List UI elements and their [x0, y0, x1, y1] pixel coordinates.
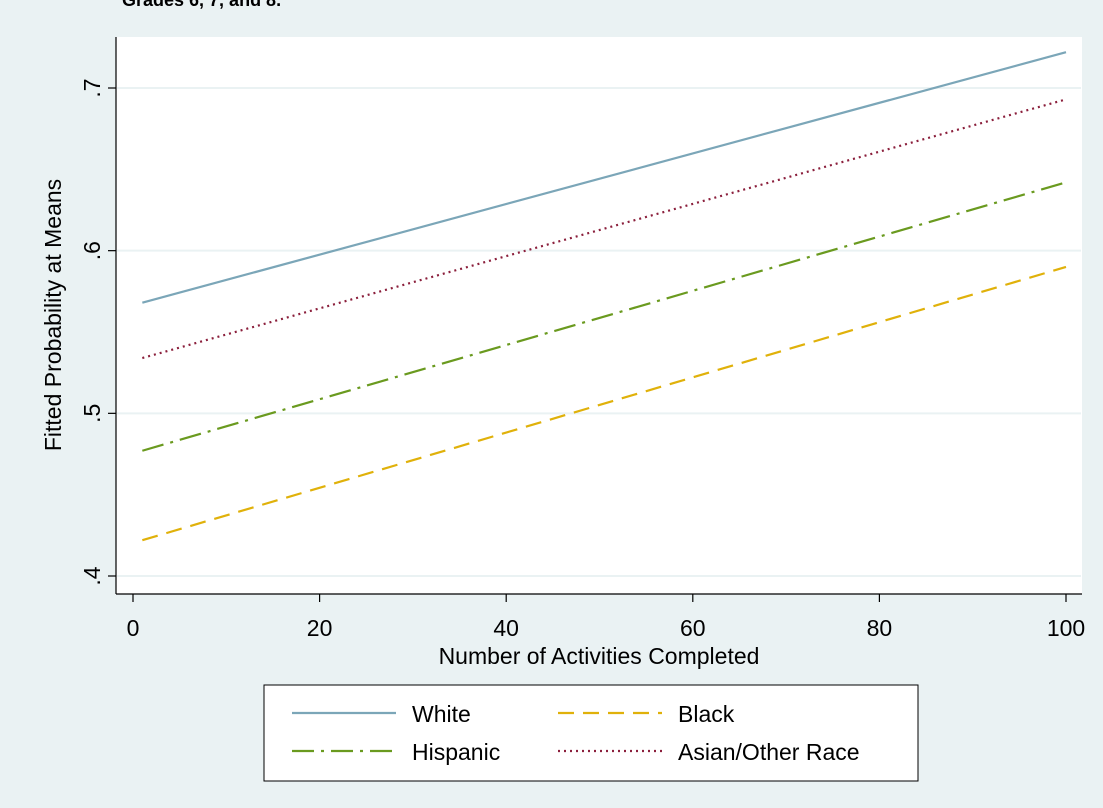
- legend-label-hispanic: Hispanic: [412, 739, 500, 765]
- legend-box: [263, 684, 919, 782]
- grid-lines: [117, 87, 1081, 577]
- legend-label-asian-other-race: Asian/Other Race: [678, 739, 860, 765]
- plot-background: [116, 37, 1082, 594]
- series-lines: [142, 51, 1067, 542]
- x-tick-label: 0: [127, 615, 140, 641]
- y-tick-label: .7: [79, 78, 105, 97]
- series-line-black: [142, 265, 1067, 542]
- x-tick-label: 80: [867, 615, 893, 641]
- legend-label-black: Black: [678, 701, 735, 727]
- x-tick-label: 40: [493, 615, 519, 641]
- x-axis-label: Number of Activities Completed: [439, 643, 760, 669]
- axes: .4 .5 .6 .7 0 20 40 60 80 100: [79, 37, 1085, 641]
- series-line-asian-other-race: [142, 98, 1067, 360]
- x-tick-label: 100: [1047, 615, 1085, 641]
- legend: White Black Hispanic Asian/Other Race: [263, 684, 919, 782]
- y-tick-label: .4: [79, 566, 105, 585]
- chart-title: Grades 6, 7, and 8.: [122, 0, 281, 10]
- y-tick-label: .5: [79, 404, 105, 423]
- series-line-hispanic: [142, 181, 1067, 452]
- x-tick-label: 20: [307, 615, 333, 641]
- series-line-white: [142, 51, 1067, 304]
- y-tick-label: .6: [79, 241, 105, 260]
- legend-label-white: White: [412, 701, 471, 727]
- y-axis-label: Fitted Probability at Means: [40, 179, 66, 451]
- x-tick-label: 60: [680, 615, 706, 641]
